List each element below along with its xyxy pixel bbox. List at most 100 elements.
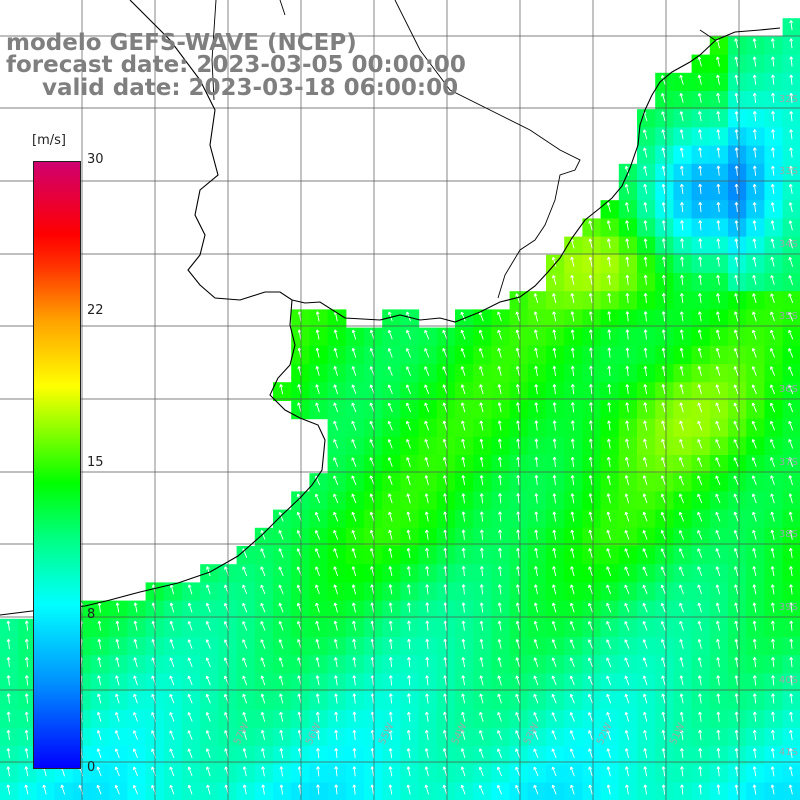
wind-arrow	[788, 729, 793, 740]
wind-arrow	[716, 293, 720, 304]
wind-arrow	[661, 711, 666, 722]
wind-arrow	[333, 347, 338, 358]
colorbar-tick-0: 0	[87, 760, 96, 775]
wind-arrow	[698, 274, 702, 285]
wind-arrow	[716, 183, 721, 194]
wind-arrow	[679, 165, 684, 176]
wind-arrow	[534, 475, 539, 486]
wind-arrow	[552, 402, 557, 413]
wind-arrow	[443, 511, 448, 522]
wind-arrow	[752, 38, 757, 49]
wind-arrow	[642, 584, 648, 595]
wind-arrow	[278, 511, 284, 522]
wind-arrow	[333, 384, 339, 395]
wind-arrow	[24, 729, 29, 740]
wind-arrow	[6, 766, 11, 777]
wind-arrow	[352, 729, 357, 740]
wind-arrow	[407, 638, 411, 649]
wind-cell	[782, 582, 800, 602]
wind-arrow	[716, 711, 721, 722]
wind-arrow	[516, 475, 521, 486]
wind-arrow	[734, 56, 739, 67]
wind-arrow	[570, 402, 575, 413]
wind-arrow	[752, 147, 757, 158]
wind-arrow	[643, 748, 648, 759]
wind-arrow	[607, 347, 612, 358]
wind-arrow	[6, 657, 11, 668]
wind-arrow	[680, 220, 684, 231]
wind-arrow	[206, 566, 211, 577]
wind-arrow	[279, 384, 284, 395]
wind-arrow	[551, 748, 557, 759]
wind-arrow	[479, 493, 484, 504]
wind-arrow	[788, 220, 793, 231]
wind-arrow	[552, 493, 557, 504]
wind-arrow	[625, 438, 629, 449]
wind-arrow	[751, 439, 757, 449]
wind-arrow	[479, 402, 484, 413]
wind-arrow	[788, 748, 793, 759]
wind-arrow	[752, 584, 757, 595]
wind-arrow	[734, 675, 739, 686]
wind-arrow	[624, 183, 630, 194]
wind-arrow	[315, 602, 320, 613]
wind-arrow	[424, 420, 430, 431]
wind-arrow	[278, 530, 284, 540]
wind-arrow	[406, 547, 411, 558]
wind-arrow	[771, 711, 775, 722]
wind-arrow	[352, 748, 357, 759]
wind-arrow	[516, 420, 520, 431]
wind-arrow	[369, 493, 375, 504]
wind-arrow	[533, 639, 539, 649]
lat-label: 38S	[778, 529, 798, 540]
wind-arrow	[132, 730, 138, 740]
wind-arrow	[679, 183, 684, 194]
wind-arrow	[425, 584, 430, 595]
wind-arrow	[569, 639, 575, 649]
wind-arrow	[569, 620, 575, 631]
wind-arrow	[442, 748, 448, 759]
wind-arrow	[115, 657, 120, 668]
wind-arrow	[205, 730, 211, 740]
wind-arrow	[660, 620, 666, 631]
wind-arrow	[624, 621, 630, 631]
wind-arrow	[461, 675, 466, 686]
wind-arrow	[624, 548, 630, 558]
wind-arrow	[788, 402, 794, 413]
wind-arrow	[242, 675, 248, 686]
wind-arrow	[498, 475, 502, 486]
wind-arrow	[534, 384, 539, 395]
wind-arrow	[205, 675, 211, 686]
wind-arrow	[479, 438, 484, 449]
wind-arrow	[770, 766, 775, 777]
wind-arrow	[533, 748, 539, 759]
wind-arrow	[661, 274, 666, 285]
wind-arrow	[315, 675, 320, 686]
wind-arrow	[352, 675, 357, 686]
wind-arrow	[771, 74, 775, 85]
wind-arrow	[770, 293, 775, 304]
wind-arrow	[715, 530, 721, 540]
wind-arrow	[460, 384, 466, 395]
wind-arrow	[734, 584, 739, 595]
wind-arrow	[643, 329, 648, 340]
wind-arrow	[388, 693, 393, 704]
wind-arrow	[752, 657, 757, 668]
wind-arrow	[406, 511, 411, 522]
wind-arrow	[624, 711, 630, 722]
border-lines	[211, 0, 716, 299]
wind-arrow	[96, 730, 102, 740]
wind-arrow	[388, 529, 393, 540]
lat-label: 32S	[778, 94, 798, 105]
wind-arrow	[132, 748, 139, 759]
wind-arrow	[551, 620, 557, 631]
wind-arrow	[770, 38, 775, 49]
wind-arrow	[351, 329, 357, 340]
wind-arrow	[606, 238, 611, 249]
wind-cell	[782, 327, 800, 347]
wind-arrow	[351, 384, 357, 395]
wind-arrow	[315, 402, 320, 413]
wind-arrow	[625, 365, 630, 376]
wind-arrow	[770, 602, 775, 613]
colorbar-units: [m/s]	[32, 133, 66, 148]
